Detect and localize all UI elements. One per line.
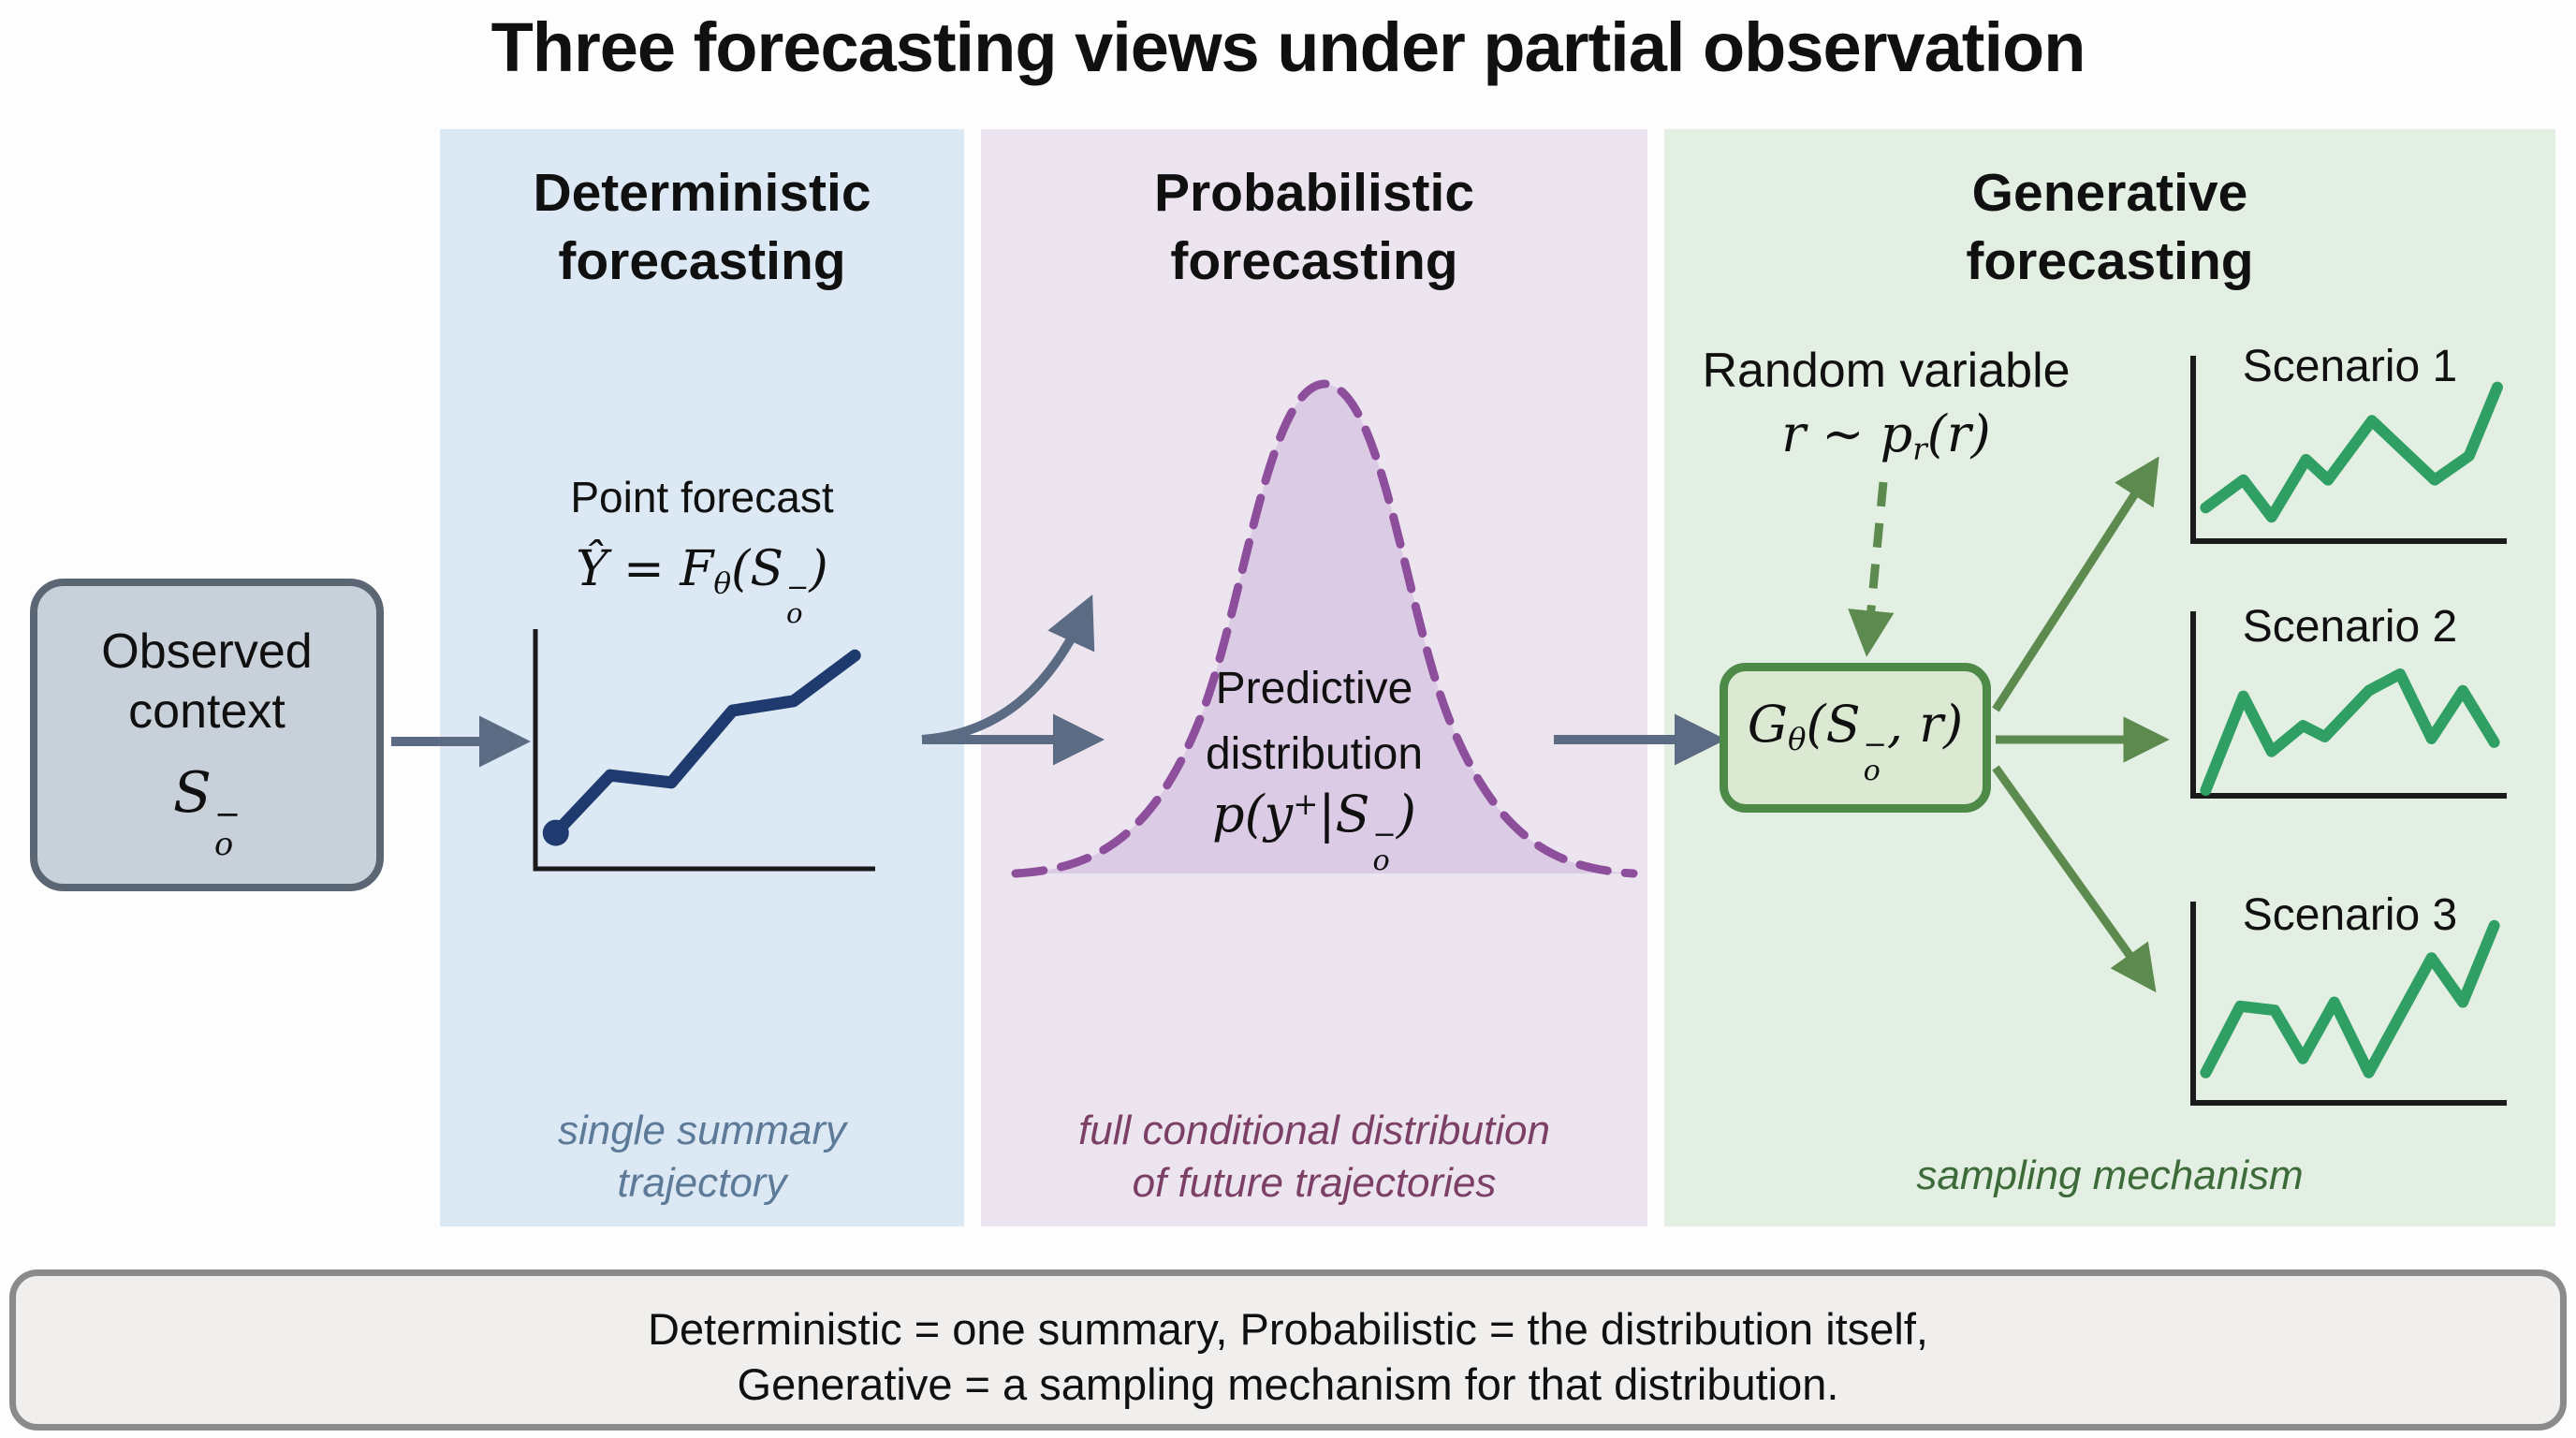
scenario-3-title: Scenario 3: [2242, 890, 2458, 940]
footer-summary-box: [9, 1269, 2567, 1431]
footer-summary-text: Deterministic = one summary, Probabilist…: [648, 1304, 1928, 1409]
predictive-distribution-label-line1: Predictive: [1215, 664, 1413, 713]
generator-formula: Gθ(S − o, r): [1747, 695, 1964, 788]
heading-generative: Generative forecasting: [1966, 163, 2254, 291]
generator-box: [1720, 663, 1991, 813]
point-forecast-formula: Ŷ = Fθ(S − o): [576, 541, 828, 629]
observed-context-box: [30, 579, 384, 891]
heading-deterministic: Deterministic forecasting: [533, 163, 871, 291]
caption-generative: sampling mechanism: [1916, 1152, 2304, 1198]
point-forecast-label: Point forecast: [570, 473, 834, 521]
observed-context-symbol: S − o: [172, 760, 242, 863]
caption-probabilistic: full conditional distribution of future …: [1078, 1108, 1550, 1206]
predictive-distribution-label-line2: distribution: [1205, 729, 1424, 779]
caption-deterministic: single summary trajectory: [557, 1108, 847, 1206]
predictive-distribution-formula: p(y+|S − o): [1212, 785, 1416, 878]
page-title: Three forecasting views under partial ob…: [490, 8, 2086, 86]
scenario-1-title: Scenario 1: [2242, 342, 2458, 391]
heading-probabilistic: Probabilistic forecasting: [1153, 163, 1475, 291]
scenario-2-title: Scenario 2: [2242, 602, 2458, 652]
random-variable-formula: r ∼ pr(r): [1781, 404, 1991, 468]
random-variable-label: Random variable: [1702, 344, 2071, 398]
observed-context-label: Observed context: [101, 624, 313, 739]
